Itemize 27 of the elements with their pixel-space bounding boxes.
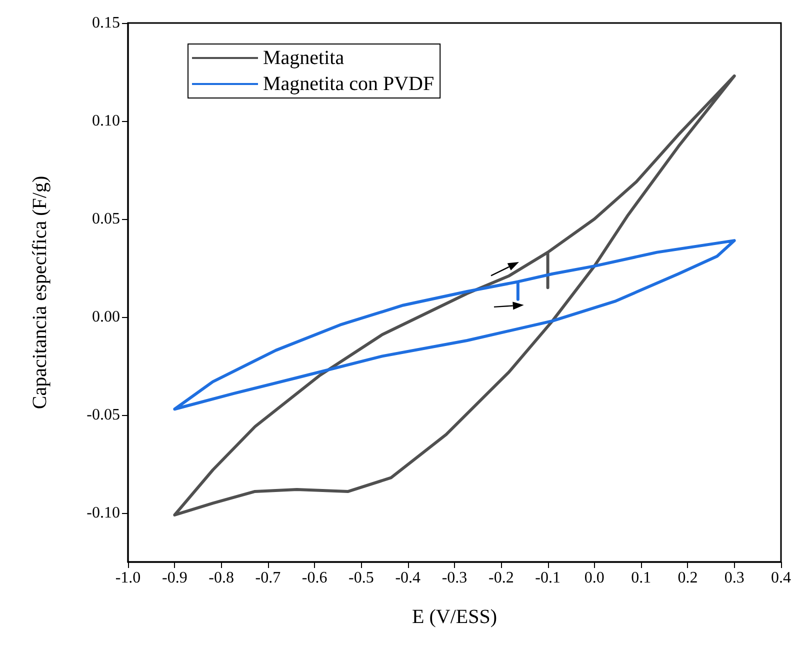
x-tick-label: -0.2 bbox=[488, 570, 514, 586]
x-tick-label: -0.6 bbox=[302, 570, 328, 586]
x-tick-label: 0.0 bbox=[584, 570, 604, 586]
x-tick-label: -0.3 bbox=[442, 570, 468, 586]
x-tick-label: 0.1 bbox=[631, 570, 652, 586]
legend-label: Magnetita bbox=[263, 47, 344, 69]
y-axis-title: Capacitancia específica (F/g) bbox=[29, 176, 51, 410]
line-series bbox=[173, 239, 736, 411]
y-tick-label: 0.15 bbox=[92, 14, 120, 32]
x-axis-title: E (V/ESS) bbox=[412, 606, 497, 628]
x-tick-label: 0.3 bbox=[724, 570, 744, 586]
y-tick-label: 0.00 bbox=[92, 308, 120, 326]
legend-label: Magnetita con PVDF bbox=[263, 73, 434, 95]
y-tick-label: -0.05 bbox=[86, 406, 120, 424]
x-tick-label: -0.4 bbox=[395, 570, 421, 586]
y-tick-label: 0.05 bbox=[92, 210, 120, 228]
y-tick-label: 0.10 bbox=[92, 112, 120, 130]
x-tick-label: 0.4 bbox=[771, 570, 791, 586]
line-series bbox=[173, 74, 736, 516]
x-tick-label: -0.7 bbox=[255, 570, 281, 586]
x-tick-label: 0.2 bbox=[678, 570, 698, 586]
x-tick-label: -0.8 bbox=[208, 570, 234, 586]
x-tick-label: -0.5 bbox=[348, 570, 374, 586]
y-tick-label: -0.10 bbox=[86, 504, 120, 522]
x-tick-label: -1.0 bbox=[115, 570, 141, 586]
x-tick-label: -0.9 bbox=[162, 570, 188, 586]
x-tick-label: -0.1 bbox=[535, 570, 560, 586]
